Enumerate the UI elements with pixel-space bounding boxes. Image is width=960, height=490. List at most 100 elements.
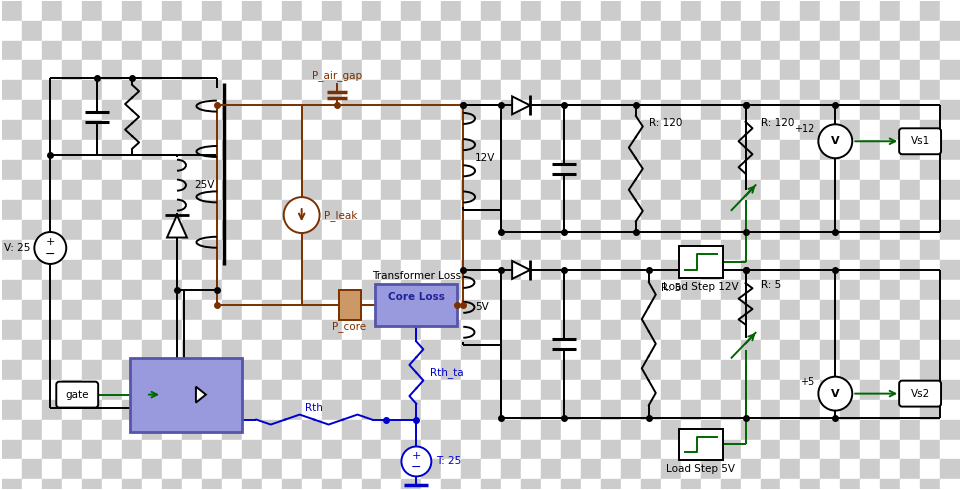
Bar bbox=[821, 60, 840, 80]
Bar bbox=[760, 479, 780, 490]
Bar bbox=[322, 260, 342, 280]
Bar bbox=[681, 41, 701, 60]
Bar bbox=[880, 320, 900, 340]
Bar bbox=[541, 440, 561, 460]
Bar bbox=[701, 380, 721, 400]
Bar bbox=[281, 280, 301, 300]
Bar bbox=[262, 60, 281, 80]
Bar bbox=[860, 220, 880, 240]
Bar bbox=[342, 460, 362, 479]
Bar bbox=[561, 479, 581, 490]
Bar bbox=[821, 260, 840, 280]
Bar bbox=[840, 320, 860, 340]
Bar bbox=[42, 240, 62, 260]
Bar bbox=[801, 320, 821, 340]
Bar bbox=[801, 360, 821, 380]
Bar bbox=[242, 121, 262, 140]
Bar bbox=[301, 419, 322, 440]
Bar bbox=[701, 440, 721, 460]
Bar bbox=[701, 400, 721, 419]
Bar bbox=[83, 121, 102, 140]
Bar bbox=[760, 240, 780, 260]
Bar bbox=[162, 140, 182, 160]
Bar bbox=[900, 479, 920, 490]
Bar bbox=[381, 220, 401, 240]
Bar bbox=[679, 246, 723, 278]
Bar bbox=[281, 360, 301, 380]
Bar bbox=[122, 320, 142, 340]
Bar bbox=[322, 60, 342, 80]
Bar bbox=[621, 60, 641, 80]
Bar bbox=[521, 240, 541, 260]
Bar bbox=[381, 440, 401, 460]
Bar bbox=[621, 140, 641, 160]
Bar bbox=[22, 260, 42, 280]
Bar bbox=[42, 419, 62, 440]
Bar bbox=[461, 440, 481, 460]
Bar bbox=[322, 21, 342, 41]
Bar bbox=[461, 100, 481, 121]
Bar bbox=[182, 260, 202, 280]
Bar bbox=[342, 380, 362, 400]
Bar bbox=[3, 479, 22, 490]
Text: Core Loss: Core Loss bbox=[388, 292, 444, 302]
Bar bbox=[381, 360, 401, 380]
Bar bbox=[22, 200, 42, 220]
Bar bbox=[42, 100, 62, 121]
Text: Load Step 5V: Load Step 5V bbox=[666, 465, 735, 474]
Bar bbox=[900, 300, 920, 320]
Bar bbox=[301, 340, 322, 360]
Bar bbox=[362, 100, 381, 121]
Bar bbox=[122, 280, 142, 300]
Bar bbox=[381, 0, 401, 21]
Circle shape bbox=[818, 124, 852, 158]
Bar bbox=[740, 479, 760, 490]
Bar bbox=[42, 121, 62, 140]
Bar bbox=[501, 260, 521, 280]
Bar bbox=[780, 100, 801, 121]
Bar bbox=[122, 80, 142, 100]
Bar bbox=[62, 41, 83, 60]
Bar bbox=[481, 200, 501, 220]
Bar bbox=[362, 320, 381, 340]
Bar bbox=[880, 41, 900, 60]
Bar bbox=[362, 340, 381, 360]
Bar bbox=[621, 300, 641, 320]
Bar bbox=[920, 240, 940, 260]
Bar bbox=[920, 100, 940, 121]
Bar bbox=[222, 440, 242, 460]
Bar bbox=[301, 440, 322, 460]
Bar bbox=[701, 220, 721, 240]
Bar bbox=[262, 320, 281, 340]
Bar bbox=[122, 60, 142, 80]
Bar bbox=[561, 80, 581, 100]
Bar bbox=[621, 240, 641, 260]
Bar bbox=[22, 300, 42, 320]
Bar bbox=[401, 140, 421, 160]
Bar bbox=[262, 380, 281, 400]
Bar bbox=[401, 280, 421, 300]
Bar bbox=[760, 320, 780, 340]
Bar bbox=[501, 0, 521, 21]
Bar bbox=[681, 160, 701, 180]
Bar bbox=[900, 320, 920, 340]
Bar bbox=[401, 100, 421, 121]
Bar bbox=[122, 21, 142, 41]
Bar bbox=[681, 419, 701, 440]
Bar bbox=[940, 41, 960, 60]
Bar bbox=[821, 320, 840, 340]
Bar bbox=[301, 60, 322, 80]
Bar bbox=[860, 360, 880, 380]
Bar bbox=[301, 320, 322, 340]
Bar bbox=[401, 21, 421, 41]
Bar bbox=[701, 41, 721, 60]
Bar bbox=[301, 360, 322, 380]
Bar bbox=[62, 140, 83, 160]
Bar bbox=[142, 0, 162, 21]
Bar bbox=[561, 400, 581, 419]
Bar bbox=[242, 440, 262, 460]
Bar bbox=[660, 220, 681, 240]
Text: +12: +12 bbox=[794, 124, 814, 134]
Bar bbox=[660, 80, 681, 100]
Bar bbox=[541, 160, 561, 180]
